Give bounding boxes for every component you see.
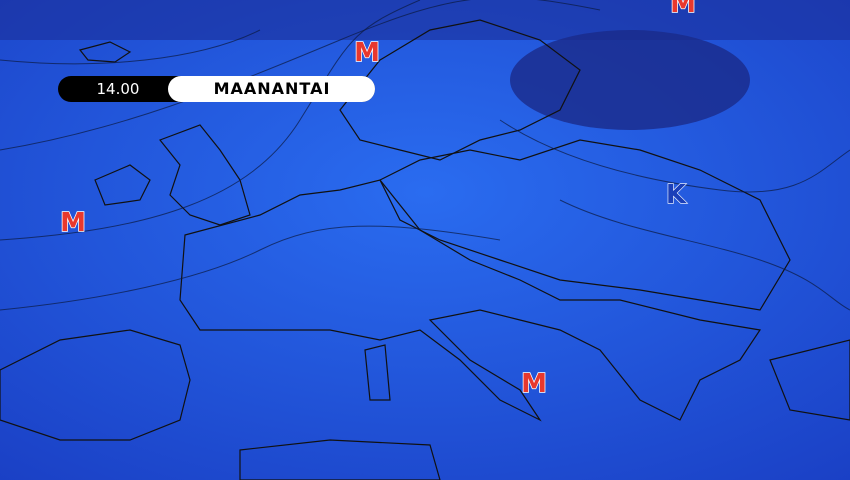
turkey [769,339,850,421]
britain [159,124,251,226]
badge-day: MAANANTAI [214,79,331,98]
badge-time: 14.00 [97,80,140,98]
badge-day-pill [168,76,375,102]
time-badge: 14.00 MAANANTAI [58,76,375,102]
sardinia [364,344,391,401]
north-band [0,0,850,40]
pressure-label: M [670,0,696,19]
central-europe [179,179,762,422]
north-africa [239,439,441,480]
pressure-label: M [354,38,380,68]
iberia [0,329,191,441]
iceland [78,41,132,63]
low-area [510,30,750,130]
eastern-europe [379,139,791,311]
pressure-label: M [521,369,547,399]
pressure-label: M [60,208,86,238]
isobars [0,0,850,311]
pressure-label: K [666,180,687,210]
ireland [94,164,151,206]
scandinavia [339,19,581,161]
